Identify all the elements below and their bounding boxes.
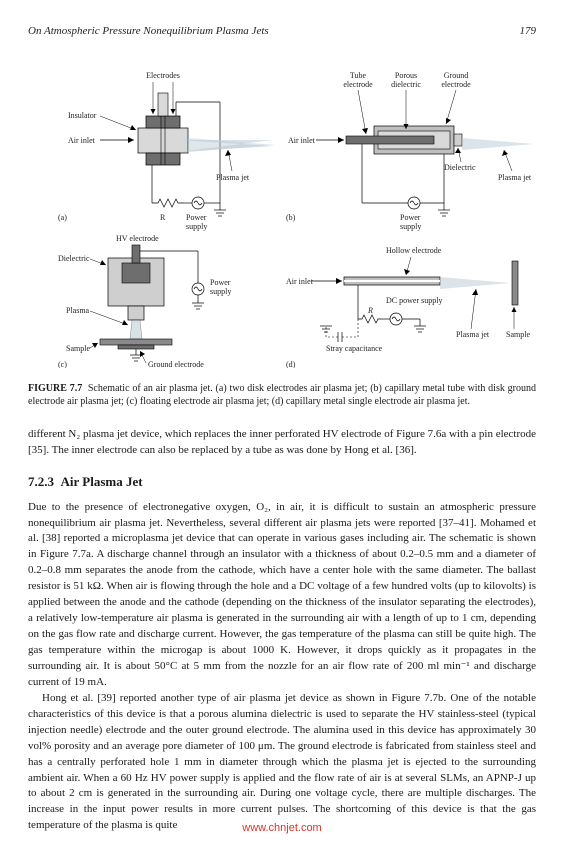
svg-text:(b): (b) [286, 213, 296, 222]
svg-text:Porousdielectric: Porousdielectric [391, 71, 421, 89]
svg-text:Air inlet: Air inlet [68, 136, 96, 145]
svg-text:Powersupply: Powersupply [210, 278, 231, 296]
subfig-d: R Hollow electrode Air inlet DC power su… [286, 246, 530, 368]
svg-text:Air inlet: Air inlet [288, 136, 316, 145]
svg-text:Sample: Sample [506, 330, 530, 339]
page-number: 179 [520, 24, 537, 40]
svg-text:Plasma jet: Plasma jet [456, 330, 490, 339]
svg-text:Dielectric: Dielectric [58, 254, 90, 263]
caption-label: FIGURE 7.7 [28, 383, 82, 394]
caption-text: Schematic of an air plasma jet. (a) two … [28, 383, 536, 408]
subfig-c: HV electrode Dielectric Plasma Sample Gr… [58, 234, 231, 368]
svg-text:Dielectric: Dielectric [444, 163, 476, 172]
watermark: www.chnjet.com [0, 821, 564, 837]
body-para-1: different N₂ plasma jet device, which re… [28, 427, 536, 459]
svg-text:Plasma jet: Plasma jet [216, 173, 250, 182]
section-number: 7.2.3 [28, 474, 54, 489]
svg-text:Insulator: Insulator [68, 111, 97, 120]
svg-text:(a): (a) [58, 213, 67, 222]
section-title: Air Plasma Jet [61, 474, 143, 489]
svg-text:(c): (c) [58, 360, 67, 368]
svg-text:R: R [367, 306, 373, 315]
section-heading: 7.2.3 Air Plasma Jet [28, 473, 536, 492]
svg-text:Tubeelectrode: Tubeelectrode [343, 71, 373, 89]
header-title: On Atmospheric Pressure Nonequilibrium P… [28, 24, 269, 40]
running-header: On Atmospheric Pressure Nonequilibrium P… [28, 24, 536, 40]
body-para-3: Hong et al. [39] reported another type o… [28, 691, 536, 834]
svg-text:(d): (d) [286, 360, 296, 368]
svg-text:DC power supply: DC power supply [386, 296, 442, 305]
svg-text:R: R [160, 213, 166, 222]
svg-text:Sample: Sample [66, 344, 90, 353]
subfig-a: Electrodes Insulator Air inlet Plasma je… [58, 71, 276, 231]
svg-text:Hollow electrode: Hollow electrode [386, 246, 442, 255]
svg-text:HV electrode: HV electrode [116, 234, 159, 243]
svg-text:Groundelectrode: Groundelectrode [441, 71, 471, 89]
svg-text:Ground electrode: Ground electrode [148, 360, 204, 368]
svg-text:Electrodes: Electrodes [146, 71, 180, 80]
svg-text:Air inlet: Air inlet [286, 277, 314, 286]
svg-text:Plasma: Plasma [66, 306, 90, 315]
svg-text:Powersupply: Powersupply [400, 213, 421, 231]
body-para-2: Due to the presence of electronegative o… [28, 500, 536, 691]
figure-caption: FIGURE 7.7 Schematic of an air plasma je… [28, 382, 536, 409]
subfig-b: Tubeelectrode Porousdielectric Groundele… [286, 71, 534, 231]
svg-text:Plasma jet: Plasma jet [498, 173, 532, 182]
svg-text:Powersupply: Powersupply [186, 213, 207, 231]
figure-7-7: Electrodes Insulator Air inlet Plasma je… [28, 58, 536, 368]
svg-text:Stray capacitance: Stray capacitance [326, 344, 383, 353]
